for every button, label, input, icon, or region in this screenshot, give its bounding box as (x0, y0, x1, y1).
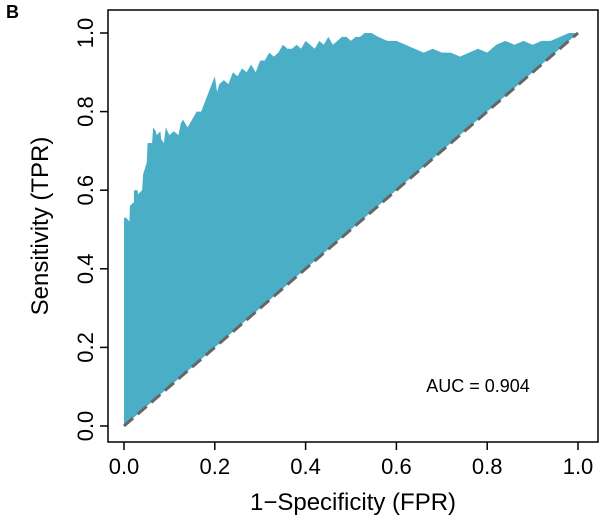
y-tick-label: 0.2 (73, 332, 98, 363)
y-tick-label: 0.6 (73, 175, 98, 206)
x-tick-label: 0.6 (381, 454, 412, 479)
auc-annotation: AUC = 0.904 (426, 376, 530, 396)
x-tick-label: 0.8 (472, 454, 503, 479)
y-tick-label: 0.4 (73, 254, 98, 285)
x-axis-label: 1−Specificity (FPR) (250, 489, 456, 516)
diagonal-reference-line (123, 31, 579, 428)
x-tick-label: 0.0 (109, 454, 140, 479)
x-tick-label: 1.0 (563, 454, 594, 479)
y-axis-label: Sensitivity (TPR) (27, 137, 54, 316)
x-tick-label: 0.2 (200, 454, 231, 479)
y-tick-label: 0.0 (73, 411, 98, 442)
y-tick-label: 1.0 (73, 18, 98, 49)
plot-frame (107, 9, 599, 443)
y-tick-label: 0.8 (73, 96, 98, 127)
x-tick-label: 0.4 (290, 454, 321, 479)
panel-label: B (6, 2, 19, 22)
